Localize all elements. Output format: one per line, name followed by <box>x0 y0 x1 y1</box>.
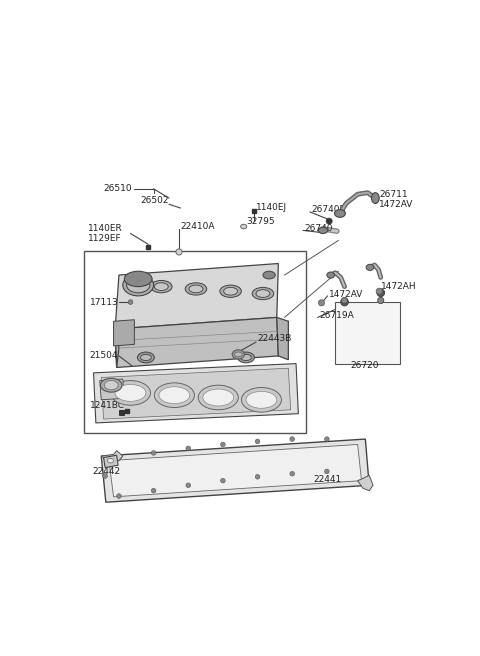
Ellipse shape <box>234 352 242 357</box>
Ellipse shape <box>128 300 133 304</box>
Text: 1472AV: 1472AV <box>329 290 363 299</box>
Ellipse shape <box>220 285 241 297</box>
Ellipse shape <box>246 392 277 408</box>
Ellipse shape <box>255 474 260 479</box>
Ellipse shape <box>377 289 384 297</box>
Text: 1472AV: 1472AV <box>379 199 414 209</box>
Polygon shape <box>101 451 123 462</box>
Ellipse shape <box>155 283 168 291</box>
Ellipse shape <box>127 277 150 293</box>
Polygon shape <box>358 475 373 491</box>
Ellipse shape <box>104 380 118 390</box>
Ellipse shape <box>123 274 154 296</box>
Text: 26719A: 26719A <box>319 312 354 320</box>
Ellipse shape <box>326 218 332 224</box>
Text: 21504: 21504 <box>90 352 118 360</box>
Ellipse shape <box>103 474 108 478</box>
Ellipse shape <box>117 455 121 460</box>
Ellipse shape <box>376 288 382 295</box>
Text: 22441: 22441 <box>314 475 342 483</box>
Polygon shape <box>94 363 299 423</box>
Polygon shape <box>101 439 369 502</box>
Text: 17113: 17113 <box>90 298 119 306</box>
Ellipse shape <box>151 281 172 293</box>
Ellipse shape <box>224 287 238 295</box>
Text: 26502: 26502 <box>141 196 169 205</box>
Ellipse shape <box>155 383 194 407</box>
Ellipse shape <box>124 271 152 287</box>
Text: 26711: 26711 <box>379 190 408 199</box>
Text: 1140EJ: 1140EJ <box>256 203 287 212</box>
Ellipse shape <box>241 388 281 412</box>
Text: 1140ER: 1140ER <box>88 224 123 234</box>
Ellipse shape <box>198 385 238 410</box>
Text: 1241BC: 1241BC <box>90 401 125 411</box>
Ellipse shape <box>318 228 328 234</box>
Ellipse shape <box>252 287 274 300</box>
Ellipse shape <box>232 350 244 359</box>
Ellipse shape <box>117 494 121 499</box>
Ellipse shape <box>324 469 329 474</box>
Ellipse shape <box>318 300 324 306</box>
Ellipse shape <box>240 224 247 229</box>
Bar <box>335 302 400 363</box>
Ellipse shape <box>189 285 203 293</box>
Ellipse shape <box>159 387 190 403</box>
Ellipse shape <box>100 379 122 392</box>
Text: 1129EF: 1129EF <box>88 234 122 243</box>
Ellipse shape <box>108 459 114 463</box>
Ellipse shape <box>366 264 374 270</box>
Ellipse shape <box>186 483 191 487</box>
Ellipse shape <box>324 437 329 441</box>
Polygon shape <box>115 264 278 329</box>
Text: 22442: 22442 <box>92 467 120 476</box>
Polygon shape <box>104 455 118 468</box>
Polygon shape <box>109 445 361 497</box>
Text: 1472AH: 1472AH <box>381 282 416 291</box>
Ellipse shape <box>141 354 151 361</box>
Text: 22410A: 22410A <box>180 222 215 231</box>
Ellipse shape <box>176 249 182 255</box>
Ellipse shape <box>335 210 345 217</box>
Ellipse shape <box>290 472 295 476</box>
Polygon shape <box>114 319 134 346</box>
Ellipse shape <box>256 290 270 297</box>
Text: 26740B: 26740B <box>312 205 346 214</box>
Bar <box>84 251 306 433</box>
Ellipse shape <box>151 488 156 493</box>
Ellipse shape <box>238 352 254 363</box>
Ellipse shape <box>263 271 275 279</box>
Polygon shape <box>277 318 288 359</box>
Ellipse shape <box>341 297 348 304</box>
Polygon shape <box>100 379 124 400</box>
Ellipse shape <box>221 478 225 483</box>
Ellipse shape <box>186 446 191 451</box>
Ellipse shape <box>185 283 207 295</box>
Ellipse shape <box>137 352 155 363</box>
Ellipse shape <box>327 272 335 278</box>
Ellipse shape <box>240 354 252 361</box>
Polygon shape <box>101 368 291 419</box>
Text: 26510: 26510 <box>104 184 132 194</box>
Ellipse shape <box>221 442 225 447</box>
Ellipse shape <box>290 437 295 441</box>
Polygon shape <box>115 318 278 367</box>
Ellipse shape <box>378 297 384 304</box>
Text: 32795: 32795 <box>246 216 275 226</box>
Bar <box>119 410 124 415</box>
Ellipse shape <box>255 439 260 443</box>
Ellipse shape <box>151 451 156 455</box>
Text: 26740: 26740 <box>304 224 333 234</box>
Polygon shape <box>115 329 119 367</box>
Ellipse shape <box>372 193 379 203</box>
Ellipse shape <box>341 298 348 306</box>
Ellipse shape <box>203 389 234 406</box>
Text: 26720: 26720 <box>350 361 378 370</box>
Ellipse shape <box>110 380 151 405</box>
Text: 22443B: 22443B <box>258 335 292 344</box>
Ellipse shape <box>115 384 146 401</box>
